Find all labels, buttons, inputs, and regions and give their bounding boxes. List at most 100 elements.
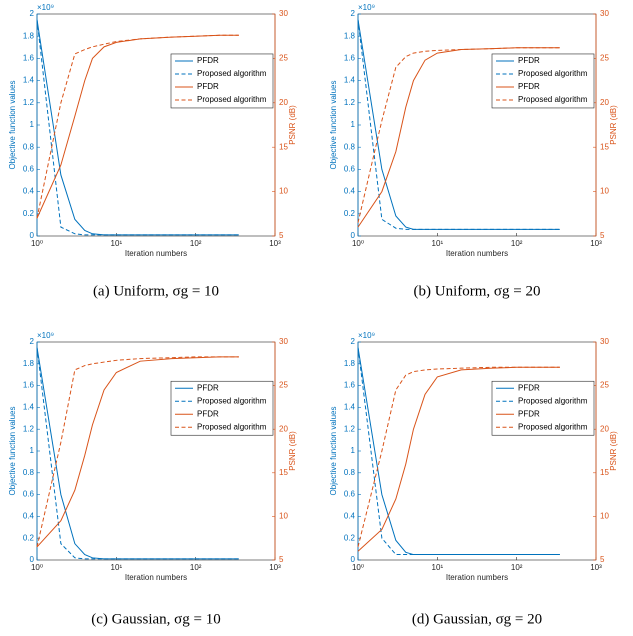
x-tick-label: 10¹ [432, 239, 444, 248]
series-line [357, 47, 560, 228]
y-tick-label: 0 [30, 231, 35, 240]
y-tick-label: 0.8 [344, 468, 356, 477]
y-tick-label: 0.8 [344, 142, 356, 151]
y-tick-label: 1 [30, 446, 35, 455]
legend-label: Proposed algorithm [518, 95, 588, 104]
legend-label: Proposed algorithm [197, 396, 267, 405]
y-tick-label: 0.6 [23, 165, 35, 174]
x-tick-label: 10² [511, 239, 523, 248]
y-tick-label: 0 [351, 231, 356, 240]
legend-label: PFDR [518, 56, 540, 65]
y-scale-label: ×10⁹ [37, 3, 54, 12]
y-tick-label: 0.4 [23, 187, 35, 196]
y2-tick-label: 25 [600, 54, 609, 63]
y2-tick-label: 25 [279, 381, 288, 390]
y-axis-label: Objective function values [8, 407, 17, 496]
plot-frame [36, 13, 276, 237]
y-tick-label: 0.2 [23, 209, 35, 218]
y-tick-label: 0 [351, 555, 356, 564]
series-line [357, 366, 560, 548]
legend-box [491, 380, 595, 436]
series-line [36, 347, 239, 560]
x-tick-label: 10³ [590, 239, 602, 248]
x-tick-label: 10² [511, 563, 523, 572]
legend-label: Proposed algorithm [197, 95, 267, 104]
y-tick-label: 0.6 [344, 490, 356, 499]
y2-axis-label: PSNR (dB) [609, 431, 618, 471]
y2-tick-label: 10 [600, 187, 609, 196]
legend-box [170, 53, 274, 109]
y2-tick-label: 30 [600, 337, 609, 346]
y-tick-label: 1.8 [344, 359, 356, 368]
y-axis-label: Objective function values [329, 81, 338, 170]
x-tick-label: 10³ [269, 239, 281, 248]
y-tick-label: 1 [351, 120, 356, 129]
legend-label: Proposed algorithm [518, 422, 588, 431]
legend-box [170, 380, 274, 436]
legend-label: PFDR [197, 409, 219, 418]
x-tick-label: 10² [190, 239, 202, 248]
y2-tick-label: 10 [279, 512, 288, 521]
x-tick-label: 10² [190, 563, 202, 572]
legend-box [491, 53, 595, 109]
y2-tick-label: 5 [279, 555, 284, 564]
y2-tick-label: 10 [600, 512, 609, 521]
legend-label: PFDR [197, 82, 219, 91]
series-line [357, 19, 560, 230]
y2-tick-label: 20 [600, 424, 609, 433]
plot-frame [36, 341, 276, 561]
y2-tick-label: 5 [279, 231, 284, 240]
y-tick-label: 0.6 [23, 490, 35, 499]
series-line [36, 19, 239, 236]
legend-label: PFDR [197, 383, 219, 392]
y2-axis-label: PSNR (dB) [288, 431, 297, 471]
y-tick-label: 1.6 [344, 381, 356, 390]
y2-tick-label: 10 [279, 187, 288, 196]
legend-label: PFDR [518, 82, 540, 91]
subplot: 10⁰ 10¹ 10² 10³00.20.40.60.811.21.41.61.825… [8, 3, 297, 299]
y2-tick-label: 15 [600, 468, 609, 477]
caption: (c) Gaussian, σg = 10 [91, 611, 220, 627]
y-tick-label: 0.4 [344, 512, 356, 521]
y2-tick-label: 30 [600, 9, 609, 18]
y-tick-label: 2 [30, 337, 35, 346]
x-axis-label: Iteration numbers [446, 249, 508, 258]
legend-label: PFDR [518, 383, 540, 392]
y2-tick-label: 15 [279, 468, 288, 477]
y2-tick-label: 15 [600, 142, 609, 151]
y-tick-label: 1.2 [344, 424, 356, 433]
y2-tick-label: 25 [600, 381, 609, 390]
y-tick-label: 1.6 [344, 54, 356, 63]
y-tick-label: 2 [351, 9, 356, 18]
y-scale-label: ×10⁹ [358, 331, 375, 340]
x-axis-label: Iteration numbers [125, 249, 187, 258]
y-tick-label: 1.2 [23, 424, 35, 433]
y-tick-label: 2 [351, 337, 356, 346]
y-axis-label: Objective function values [8, 81, 17, 170]
y-scale-label: ×10⁹ [358, 3, 375, 12]
x-tick-label: 10¹ [111, 563, 123, 572]
y2-axis-label: PSNR (dB) [288, 105, 297, 145]
y-tick-label: 0 [30, 555, 35, 564]
x-axis-label: Iteration numbers [125, 573, 187, 582]
subplot: 10⁰ 10¹ 10² 10³00.20.40.60.811.21.41.61.825… [8, 331, 297, 627]
y-tick-label: 1.2 [23, 98, 35, 107]
caption: (a) Uniform, σg = 10 [93, 283, 219, 299]
y2-tick-label: 5 [600, 231, 605, 240]
y-tick-label: 1.2 [344, 98, 356, 107]
y-tick-label: 0.8 [23, 468, 35, 477]
y2-tick-label: 5 [600, 555, 605, 564]
y2-tick-label: 20 [279, 424, 288, 433]
y2-tick-label: 25 [279, 54, 288, 63]
legend-label: Proposed algorithm [518, 69, 588, 78]
x-tick-label: 10¹ [111, 239, 123, 248]
y2-tick-label: 20 [279, 98, 288, 107]
y-tick-label: 0.6 [344, 165, 356, 174]
y2-tick-label: 20 [600, 98, 609, 107]
legend-label: Proposed algorithm [197, 422, 267, 431]
y-tick-label: 0.8 [23, 142, 35, 151]
caption: (b) Uniform, σg = 20 [414, 283, 541, 299]
y2-tick-label: 30 [279, 337, 288, 346]
legend-label: PFDR [197, 56, 219, 65]
